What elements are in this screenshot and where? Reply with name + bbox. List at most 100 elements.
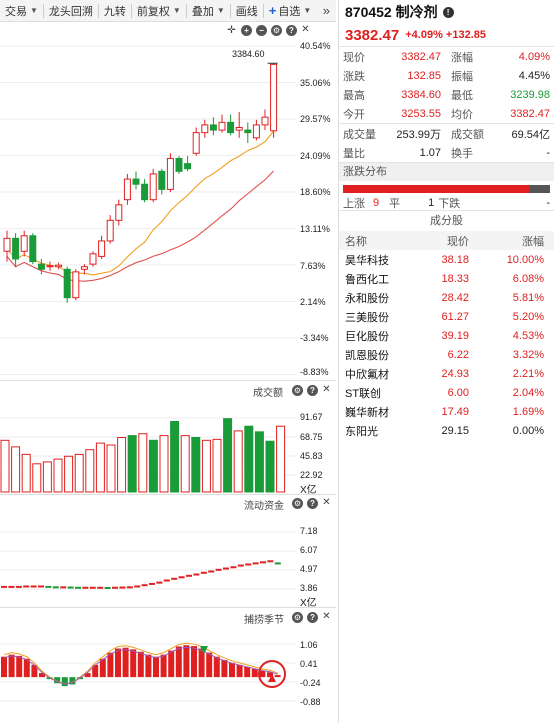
stat-value: 3382.47	[401, 50, 441, 63]
constituent-row[interactable]: ST联创 6.00 2.04%	[339, 383, 554, 402]
toolbar-trade[interactable]: 交易 ▼	[5, 5, 38, 18]
volume-bar	[74, 453, 84, 493]
stock-change-pct: 1.69%	[512, 405, 544, 418]
gear-icon[interactable]: ⚙	[292, 385, 303, 396]
pct-axis-tick: 2.14%	[300, 297, 326, 307]
volume-bar	[276, 425, 286, 493]
candle-body	[158, 170, 166, 190]
constituent-row[interactable]: 东阳光 29.15 0.00%	[339, 421, 554, 440]
volume-bar	[85, 449, 95, 493]
constituent-row[interactable]: 巍华新材 17.49 1.69%	[339, 402, 554, 421]
toolbar-adjust[interactable]: 前复权 ▼	[136, 5, 181, 18]
help-icon[interactable]: ?	[307, 498, 318, 509]
stock-name: 昊华科技	[345, 254, 389, 267]
candle-body	[37, 263, 45, 270]
volume-axis-tick: 45.83	[300, 451, 323, 461]
stock-price: 61.27	[441, 310, 469, 323]
volume-bar	[180, 435, 190, 493]
volume-bar	[138, 433, 148, 493]
toolbar-watchlist[interactable]: + 自选 ▼	[268, 3, 312, 18]
constituent-row[interactable]: 中欣氟材 24.93 2.21%	[339, 364, 554, 383]
candle-body	[46, 265, 54, 268]
crosshair-icon[interactable]: ✛	[227, 25, 236, 36]
season-bar	[1, 656, 7, 678]
season-bar	[244, 666, 251, 678]
season-bar	[259, 671, 266, 678]
toolbar-draw-line[interactable]: 画线	[235, 5, 258, 18]
gear-icon[interactable]: ⚙	[292, 612, 303, 623]
up-label: 上涨	[343, 197, 365, 210]
toolbar-nine-turn[interactable]: 九转	[103, 5, 126, 18]
ma-line-long	[6, 170, 274, 282]
stock-name: 东阳光	[345, 425, 378, 438]
column-header[interactable]: 涨幅	[522, 235, 544, 248]
pct-axis-tick: -8.83%	[300, 367, 329, 377]
volume-bar	[0, 439, 10, 493]
gear-icon[interactable]: ⚙	[292, 498, 303, 509]
volume-bar	[191, 436, 201, 493]
season-indicator-chart[interactable]	[0, 624, 336, 720]
zoom-out-icon[interactable]: −	[256, 25, 267, 36]
stock-change-pct: 6.08%	[512, 272, 544, 285]
pct-axis-tick: 35.06%	[300, 78, 331, 88]
chart-area[interactable]: 交易 ▼ 龙头回溯 九转 前复权 ▼ 叠加 ▼ 画线 + 自选 ▼ » ✛ + − ⚙ ?…	[0, 0, 336, 723]
candle-body	[89, 253, 97, 265]
flat-count: 1	[428, 196, 435, 209]
fund-panel-title: 流动资金	[244, 501, 284, 512]
price-stats: 现价 3382.47 涨幅 4.09% 涨跌 132.85 振幅 4.45% 最…	[339, 46, 554, 123]
season-bar	[168, 650, 175, 678]
flat-label: 平	[389, 197, 401, 210]
volume-bar	[159, 435, 169, 493]
close-icon[interactable]: ✕	[301, 24, 310, 35]
high-price-label: 3384.60	[232, 49, 265, 59]
volume-bar	[170, 421, 180, 493]
season-bar	[61, 677, 68, 687]
candle-body	[115, 204, 123, 221]
help-icon[interactable]: ?	[307, 612, 318, 623]
column-header[interactable]: 现价	[447, 235, 469, 248]
candlestick-chart[interactable]	[0, 0, 336, 380]
constituent-row[interactable]: 永和股份 28.42 5.81%	[339, 288, 554, 307]
stock-price: 18.33	[441, 272, 469, 285]
stock-price: 39.19	[441, 329, 469, 342]
fund-flow-chart[interactable]	[0, 510, 336, 606]
help-icon[interactable]: ?	[286, 25, 297, 36]
close-icon[interactable]: ✕	[322, 611, 331, 622]
candle-body	[166, 157, 174, 190]
constituent-row[interactable]: 凯恩股份 6.22 3.32%	[339, 345, 554, 364]
help-icon[interactable]: ?	[307, 385, 318, 396]
pct-axis-tick: -3.34%	[300, 333, 329, 343]
constituent-row[interactable]: 三美股份 61.27 5.20%	[339, 307, 554, 326]
candle-body	[141, 183, 149, 201]
toolbar-more-button[interactable]: »	[322, 3, 330, 18]
toolbar-overlay[interactable]: 叠加 ▼	[191, 5, 225, 18]
info-icon[interactable]: !	[442, 6, 454, 18]
distribution-bar	[343, 185, 550, 193]
season-bar	[274, 675, 281, 678]
gear-icon[interactable]: ⚙	[271, 25, 282, 36]
constituent-row[interactable]: 鲁西化工 18.33 6.08%	[339, 269, 554, 288]
stat-value: 132.85	[407, 69, 441, 82]
constituent-row[interactable]: 巨化股份 39.19 4.53%	[339, 326, 554, 345]
season-bar	[183, 645, 190, 678]
column-header[interactable]: 名称	[345, 235, 367, 248]
season-line	[3, 646, 278, 685]
candle-body	[184, 163, 192, 170]
pct-axis-tick: 40.54%	[300, 41, 331, 51]
candle-body	[235, 127, 243, 131]
close-icon[interactable]: ✕	[322, 384, 331, 395]
candle-body	[98, 240, 106, 257]
constituent-row[interactable]: 昊华科技 38.18 10.00%	[339, 250, 554, 269]
stock-name: 三美股份	[345, 311, 389, 324]
chevron-down-icon: ▼	[172, 6, 181, 15]
volume-chart[interactable]	[0, 398, 336, 494]
pct-axis-tick: 24.09%	[300, 151, 331, 161]
toolbar-leader-review[interactable]: 龙头回溯	[48, 5, 93, 18]
season-bar	[153, 656, 159, 678]
close-icon[interactable]: ✕	[322, 497, 331, 508]
stock-change-pct: 4.53%	[512, 329, 544, 342]
down-count: -	[546, 196, 550, 209]
zoom-in-icon[interactable]: +	[241, 25, 252, 36]
stat-value: 69.54亿	[511, 128, 550, 141]
candle-body	[201, 124, 209, 134]
